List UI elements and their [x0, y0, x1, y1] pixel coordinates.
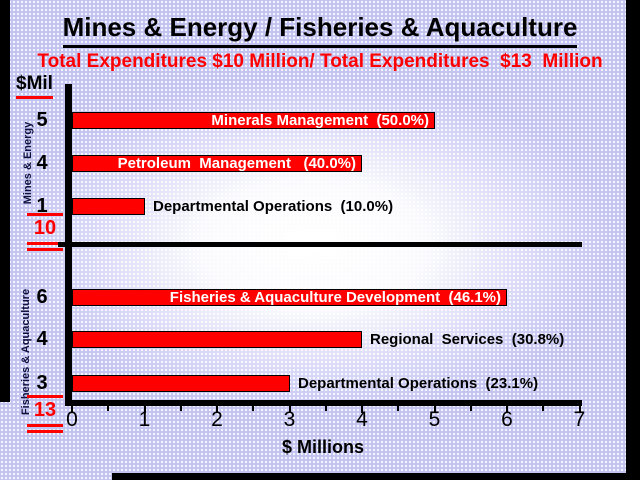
x-axis-minor-tick	[252, 406, 255, 411]
bar-mines-energy-2	[72, 198, 145, 215]
bar-label: Regional Services (30.8%)	[370, 331, 565, 348]
x-axis-title: $ Millions	[281, 437, 364, 457]
x-axis-tick-label: 7	[573, 408, 586, 431]
x-axis-minor-tick	[469, 406, 472, 411]
bar-label: Departmental Operations (23.1%)	[298, 375, 539, 392]
bar-fisheries-aquaculture-1	[72, 331, 362, 348]
bar-label: Minerals Management (50.0%)	[211, 112, 429, 129]
x-axis-tick-label: 5	[428, 408, 441, 431]
slide-title-text: Mines & Energy / Fisheries & Aquaculture	[62, 12, 578, 48]
group-divider-line	[58, 242, 582, 247]
bar-value-label: 4	[36, 328, 48, 350]
x-axis-minor-tick	[324, 406, 327, 411]
bar-value-label: 6	[36, 286, 48, 308]
bar-fisheries-aquaculture-2	[72, 375, 290, 392]
slide-title: Mines & Energy / Fisheries & Aquaculture	[0, 12, 640, 48]
slide-subtitle: Total Expenditures $10 Million/ Total Ex…	[37, 51, 603, 72]
x-axis-tick-label: 3	[283, 408, 296, 431]
bar-fisheries-aquaculture-0: Fisheries & Aquaculture Development (46.…	[72, 289, 507, 306]
y-axis-unit-label: $Mil	[16, 73, 53, 99]
bar-label: Petroleum Management (40.0%)	[117, 155, 356, 172]
bar-value-label: 1	[36, 195, 48, 217]
bar-label: Departmental Operations (10.0%)	[153, 198, 394, 215]
bar-mines-energy-0: Minerals Management (50.0%)	[72, 112, 435, 129]
x-axis-tick-label: 4	[356, 408, 368, 431]
x-axis-minor-tick	[542, 406, 545, 411]
bar-value-label: 5	[36, 109, 48, 131]
x-axis-tick-label: 6	[501, 408, 513, 431]
x-axis-minor-tick	[107, 406, 110, 411]
total-value: 10	[33, 217, 57, 239]
x-axis-tick-label: 2	[211, 408, 223, 431]
x-axis-minor-tick	[179, 406, 182, 411]
bar-label: Fisheries & Aquaculture Development (46.…	[169, 289, 501, 306]
bar-mines-energy-1: Petroleum Management (40.0%)	[72, 155, 362, 172]
x-axis-tick-label: 0	[66, 408, 78, 431]
x-axis-tick-label: 1	[138, 408, 151, 431]
frame-bottom-bar	[112, 473, 640, 480]
bar-value-label: 4	[36, 152, 48, 174]
x-axis-minor-tick	[397, 406, 400, 411]
bar-value-label: 3	[36, 372, 48, 394]
